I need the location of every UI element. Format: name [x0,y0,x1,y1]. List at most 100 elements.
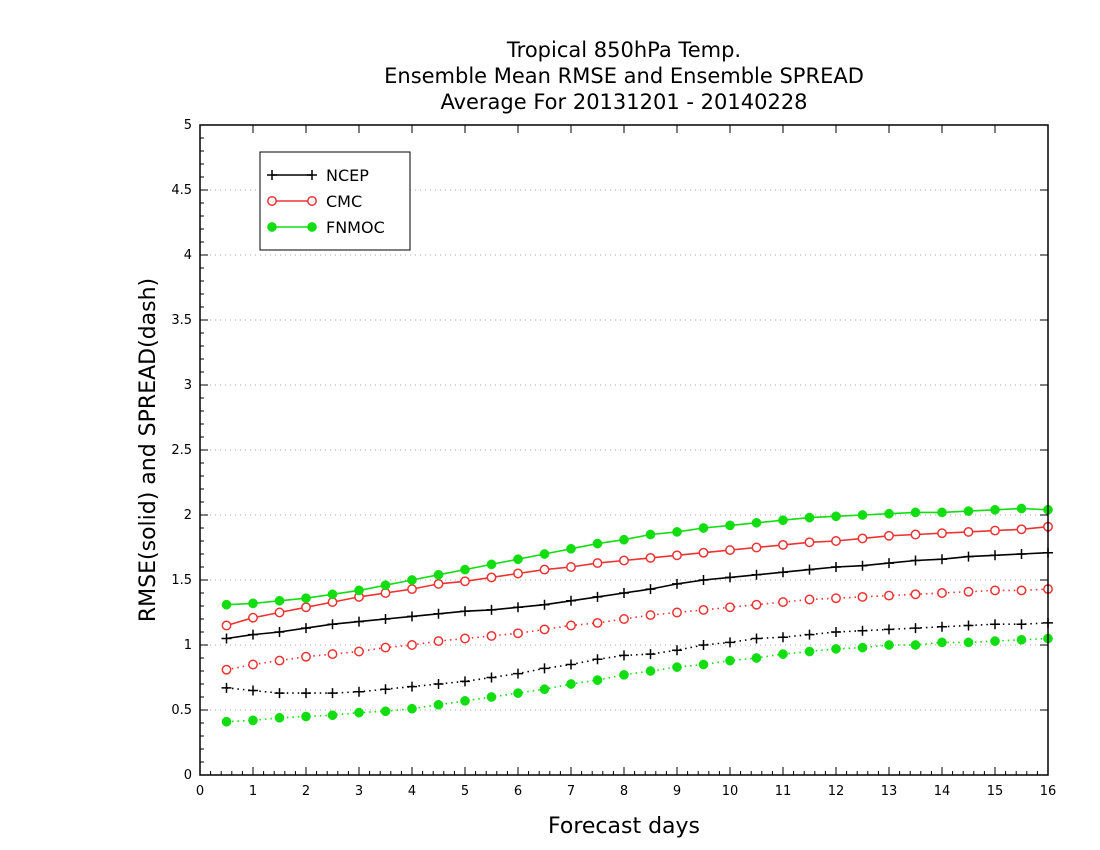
data-point-ncep-spread [301,688,311,699]
y-tick-label: 4 [184,248,192,263]
data-point-cmc-rmse [725,545,735,556]
series-fnmoc-spread [221,633,1053,727]
data-point-cmc-rmse [857,533,868,544]
data-point-cmc-spread [221,664,232,675]
data-point-ncep-rmse [274,627,285,637]
data-point-ncep-spread [645,649,656,660]
x-tick-label: 16 [1040,784,1057,799]
series-layer [221,503,1053,727]
data-point-cmc-spread [645,610,656,621]
data-point-fnmoc-rmse [380,580,391,591]
data-point-ncep-spread [539,663,550,674]
legend: NCEP CMC FNMOC [259,151,411,251]
data-point-cmc-rmse [327,597,338,608]
x-tick-label: 0 [196,784,204,799]
data-point-fnmoc-spread [884,640,894,650]
y-tick-label: 5 [184,118,192,133]
data-point-cmc-spread [831,593,841,604]
data-point-ncep-rmse [380,614,391,624]
data-point-cmc-rmse [221,620,232,631]
legend-marker [307,170,317,180]
data-point-fnmoc-spread [990,636,1000,646]
data-point-fnmoc-spread [486,692,497,702]
data-point-cmc-rmse [990,525,1000,536]
data-point-cmc-spread [990,585,1000,596]
y-tick-label: 3.5 [171,313,192,328]
data-point-ncep-spread [274,688,285,699]
data-point-fnmoc-spread [566,679,576,689]
data-point-ncep-rmse [672,578,682,589]
data-point-ncep-spread [460,676,470,687]
data-point-fnmoc-rmse [910,507,921,518]
series-cmc-spread [221,584,1053,675]
legend-item-fnmoc: FNMOC [267,218,385,237]
x-tick-label: 5 [461,784,469,799]
data-point-cmc-spread [910,589,921,600]
legend-marker [267,196,277,206]
data-point-fnmoc-spread [539,684,550,695]
data-point-ncep-rmse [778,567,788,578]
data-point-fnmoc-rmse [1016,503,1027,514]
title-line-3: Average For 20131201 - 20140228 [440,90,807,114]
data-point-fnmoc-rmse [963,506,974,516]
data-point-ncep-rmse [725,572,735,583]
series-line-cmc-rmse [226,525,1049,627]
data-point-ncep-spread [354,686,364,697]
data-point-cmc-spread [380,642,391,653]
data-point-fnmoc-spread [327,710,338,721]
legend-label-ncep: NCEP [326,166,369,185]
data-point-fnmoc-spread [380,706,391,717]
data-point-fnmoc-rmse [221,599,232,610]
series-line-cmc-spread [226,588,1049,671]
data-point-cmc-spread [698,604,709,615]
data-point-ncep-rmse [698,575,709,585]
data-point-ncep-spread [407,681,417,692]
y-tick-label: 1 [184,638,192,653]
data-point-fnmoc-rmse [301,593,311,604]
data-point-ncep-rmse [910,555,921,566]
series-line-ncep-rmse [226,551,1049,640]
y-axis: 0 0.5 1 1.5 2 2.5 3 3.5 4 4.5 5 [171,118,1048,783]
x-tick-label: 4 [408,784,416,799]
data-point-ncep-spread [513,668,523,679]
data-point-cmc-spread [433,636,444,647]
data-point-fnmoc-rmse [831,511,841,522]
data-point-fnmoc-spread [513,688,523,698]
y-tick-label: 3 [184,378,192,393]
data-point-cmc-spread [672,607,682,618]
data-point-ncep-rmse [831,562,841,572]
data-point-cmc-rmse [778,539,788,550]
x-tick-label: 9 [673,784,681,799]
data-point-fnmoc-rmse [354,585,364,596]
legend-marker [307,222,317,232]
data-point-fnmoc-rmse [645,529,656,540]
data-point-fnmoc-rmse [566,543,576,554]
data-point-ncep-rmse [990,550,1000,561]
data-point-fnmoc-rmse [725,520,735,531]
data-point-ncep-spread [857,625,868,636]
data-point-fnmoc-rmse [592,538,603,549]
x-tick-label: 10 [722,784,739,799]
data-point-fnmoc-rmse [433,569,444,580]
data-point-fnmoc-rmse [407,575,417,585]
data-point-ncep-spread [698,640,709,650]
data-point-ncep-spread [592,654,603,665]
data-point-fnmoc-spread [619,670,629,680]
data-point-fnmoc-rmse [619,534,629,545]
x-tick-label: 6 [514,784,522,799]
data-point-ncep-spread [725,637,735,648]
data-point-fnmoc-rmse [460,564,470,575]
data-point-fnmoc-spread [274,712,285,723]
data-point-fnmoc-spread [698,659,709,670]
data-point-ncep-rmse [539,599,550,610]
data-point-cmc-spread [778,597,788,608]
data-point-fnmoc-rmse [274,595,285,606]
data-point-ncep-spread [380,684,391,695]
data-point-ncep-spread [804,629,815,640]
data-point-fnmoc-spread [460,696,470,706]
data-point-ncep-rmse [407,611,417,622]
x-tick-label: 7 [567,784,575,799]
data-point-ncep-rmse [619,588,629,598]
data-point-cmc-rmse [592,558,603,569]
